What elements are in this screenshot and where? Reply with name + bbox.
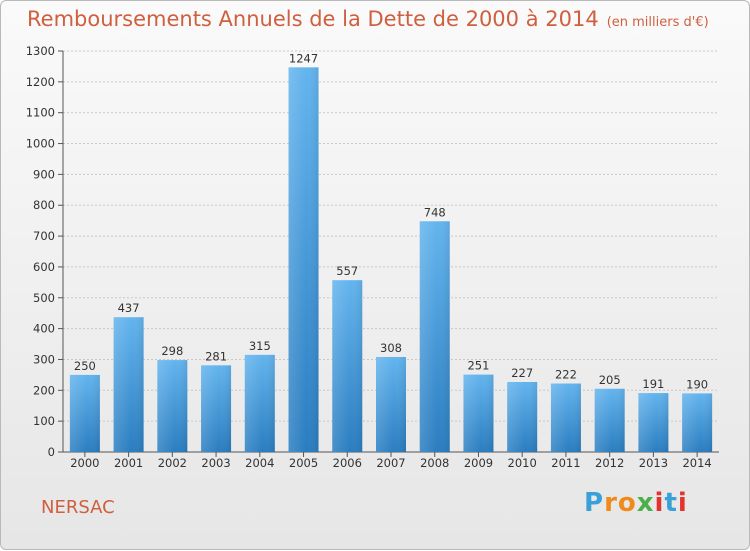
x-tick-label: 2014 xyxy=(682,456,711,470)
y-tick-label: 0 xyxy=(48,445,55,459)
y-tick-label: 600 xyxy=(33,260,55,274)
data-label: 205 xyxy=(599,373,621,387)
bar-shade xyxy=(201,365,232,452)
y-tick-label: 300 xyxy=(33,352,55,366)
data-label: 308 xyxy=(380,341,402,355)
data-label: 227 xyxy=(511,366,533,380)
data-label: 557 xyxy=(336,264,358,278)
data-label: 250 xyxy=(74,359,96,373)
proxiti-logo: Proxiti xyxy=(584,488,688,518)
axis-layer: 0 100 200 300 400 500 600 700 800 900 1000 1100 1200… xyxy=(26,44,719,470)
data-label: 748 xyxy=(424,205,446,219)
y-tick-label: 200 xyxy=(33,383,55,397)
bar-shade xyxy=(594,388,625,452)
bar-shade xyxy=(157,360,188,452)
y-tick-label: 900 xyxy=(33,167,55,181)
x-tick-label: 2010 xyxy=(508,456,537,470)
x-tick-label: 2011 xyxy=(551,456,580,470)
x-tick-label: 2007 xyxy=(376,456,405,470)
data-label: 191 xyxy=(642,377,664,391)
data-label: 281 xyxy=(205,349,227,363)
chart-title: Remboursements Annuels de la Dette de 20… xyxy=(27,7,709,31)
bar-shade xyxy=(507,381,538,452)
bar-shade xyxy=(463,374,494,452)
data-label: 222 xyxy=(555,368,577,382)
y-tick-label: 1200 xyxy=(26,75,55,89)
y-tick-label: 1000 xyxy=(26,137,55,151)
y-tick-label: 100 xyxy=(33,414,55,428)
x-tick-label: 2000 xyxy=(70,456,99,470)
bar-shade xyxy=(376,356,406,452)
bar-shade xyxy=(682,393,713,452)
data-label: 251 xyxy=(467,359,489,373)
label-layer: 250 437 298 281 315 1247 557 308 748 251 227 222 205… xyxy=(74,51,708,391)
y-tick-label: 800 xyxy=(33,198,55,212)
bar-shade xyxy=(419,221,450,452)
y-tick-label: 1300 xyxy=(26,44,55,58)
y-tick-label: 1100 xyxy=(26,106,55,120)
x-tick-label: 2004 xyxy=(245,456,274,470)
bar-shade xyxy=(288,67,319,453)
data-label: 437 xyxy=(118,301,140,315)
bar-layer xyxy=(69,67,713,453)
data-label: 315 xyxy=(249,339,271,353)
y-tick-label: 700 xyxy=(33,229,55,243)
data-label: 190 xyxy=(686,377,708,391)
x-tick-label: 2002 xyxy=(158,456,187,470)
x-tick-label: 2003 xyxy=(201,456,230,470)
bar-shade xyxy=(638,393,669,452)
x-tick-label: 2009 xyxy=(464,456,493,470)
x-tick-label: 2001 xyxy=(114,456,143,470)
x-tick-label: 2008 xyxy=(420,456,449,470)
chart-title-text: Remboursements Annuels de la Dette de 20… xyxy=(27,7,599,31)
data-label: 298 xyxy=(161,344,183,358)
x-tick-label: 2006 xyxy=(333,456,362,470)
x-tick-label: 2012 xyxy=(595,456,624,470)
bar-shade xyxy=(69,374,100,452)
chart-unit: (en milliers d'€) xyxy=(606,15,709,30)
x-tick-label: 2013 xyxy=(639,456,668,470)
bar-shade xyxy=(550,383,581,452)
bar-shade xyxy=(244,354,275,452)
place-name: NERSAC xyxy=(41,497,115,518)
y-tick-label: 400 xyxy=(33,322,55,336)
y-tick-label: 500 xyxy=(33,291,55,305)
bar-shade xyxy=(113,317,144,452)
bar-shade xyxy=(332,280,363,452)
x-tick-label: 2005 xyxy=(289,456,318,470)
data-label: 1247 xyxy=(289,51,318,65)
